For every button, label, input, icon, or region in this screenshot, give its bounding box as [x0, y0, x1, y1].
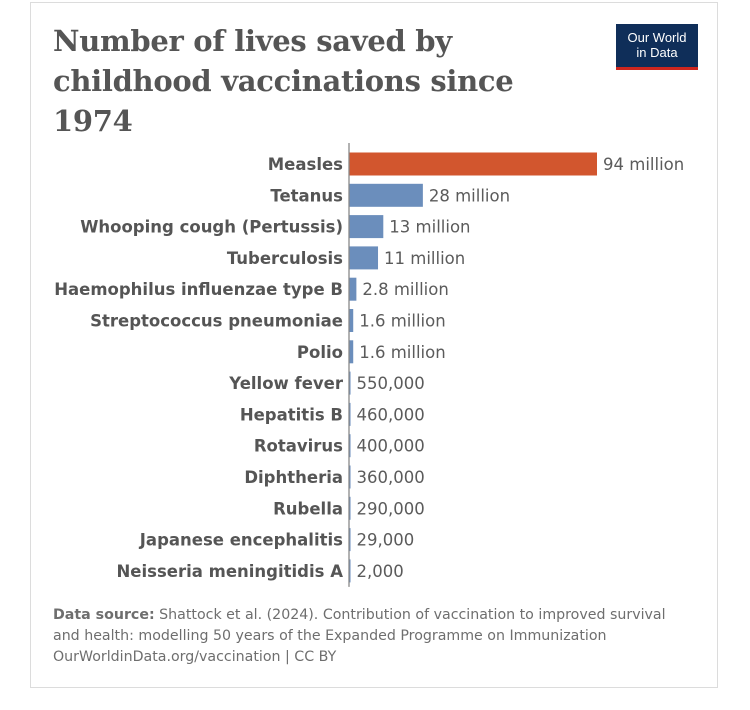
category-label: Streptococcus pneumoniae [90, 312, 343, 331]
category-label: Yellow fever [228, 374, 344, 393]
chart-card: Number of lives saved by childhood vacci… [30, 2, 718, 688]
bar [349, 152, 597, 176]
bar [349, 371, 351, 395]
bar [349, 215, 384, 239]
category-label: Tuberculosis [227, 249, 343, 268]
value-label: 1.6 million [359, 312, 445, 331]
category-label: Neisseria meningitidis A [116, 562, 343, 581]
value-label: 13 million [389, 218, 470, 237]
bar [349, 183, 423, 207]
category-label: Whooping cough (Pertussis) [80, 218, 343, 237]
value-label: 11 million [384, 249, 465, 268]
category-label: Polio [297, 343, 343, 362]
value-label: 400,000 [357, 437, 425, 456]
bar [349, 465, 351, 489]
value-label: 1.6 million [359, 343, 445, 362]
chart-title: Number of lives saved by childhood vacci… [53, 24, 514, 138]
logo-line-1: Our World [627, 30, 687, 45]
category-label: Japanese encephalitis [139, 531, 343, 550]
bar [349, 559, 351, 583]
bar-chart: Measles 94 million Tetanus 28 million Whoopi… [54, 143, 684, 587]
category-label: Rubella [273, 499, 343, 518]
value-label: 290,000 [357, 499, 425, 518]
value-label: 94 million [603, 155, 684, 174]
value-label: 2,000 [357, 562, 404, 581]
value-label: 460,000 [357, 405, 425, 424]
source-text: Shattock et al. (2024). Contribution of … [53, 607, 666, 644]
bar [349, 246, 379, 270]
bar [349, 277, 357, 301]
value-label: 360,000 [357, 468, 425, 487]
bar [349, 309, 354, 332]
value-label: 29,000 [357, 531, 415, 550]
category-label: Diphtheria [244, 468, 343, 487]
bar [349, 434, 351, 458]
category-label: Tetanus [270, 186, 343, 205]
owid-logo[interactable]: Our World in Data [616, 24, 698, 70]
bar [349, 496, 351, 520]
category-label: Haemophilus influenzae type B [54, 280, 343, 299]
category-label: Measles [268, 155, 343, 174]
value-label: 550,000 [357, 374, 425, 393]
chart-footer: Data source: Shattock et al. (2024). Con… [53, 605, 693, 668]
bar [349, 528, 351, 552]
category-label: Hepatitis B [240, 405, 343, 424]
source-label: Data source: [53, 607, 155, 623]
bar [349, 340, 354, 364]
bar [349, 402, 351, 426]
category-label: Rotavirus [254, 437, 343, 456]
source-url[interactable]: OurWorldinData.org/vaccination | CC BY [53, 649, 337, 665]
value-label: 2.8 million [362, 280, 448, 299]
value-label: 28 million [429, 186, 510, 205]
logo-line-2: in Data [636, 45, 678, 60]
